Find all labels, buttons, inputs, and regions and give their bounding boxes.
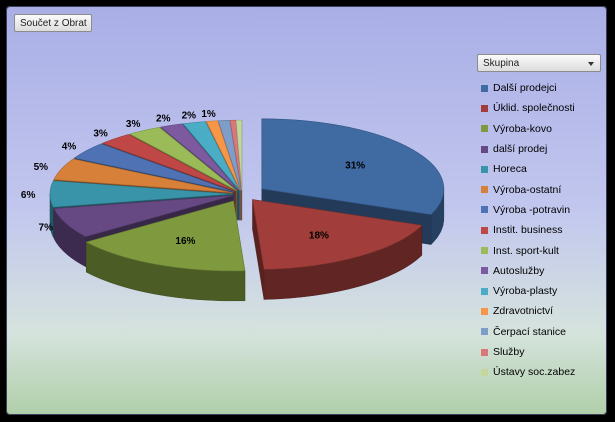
pie-slice bbox=[53, 195, 233, 237]
legend-item: Další prodejci bbox=[477, 78, 601, 98]
legend-item: Výroba -potravin bbox=[477, 200, 601, 220]
legend-swatch bbox=[481, 348, 488, 356]
legend-item: Čerpací stanice bbox=[477, 322, 601, 342]
legend-item: Úklid. společnosti bbox=[477, 98, 601, 118]
legend-item: Služby bbox=[477, 342, 601, 362]
data-label: 18% bbox=[309, 231, 329, 242]
legend-label: Zdravotnictví bbox=[493, 305, 554, 318]
legend-label: Výroba-ostatní bbox=[493, 183, 562, 196]
legend-item: Ústavy soc.zabez bbox=[477, 362, 601, 382]
legend-label: Ústavy soc.zabez bbox=[493, 366, 576, 379]
data-label: 4% bbox=[62, 142, 77, 153]
legend-swatch bbox=[481, 267, 488, 275]
data-label: 3% bbox=[126, 119, 141, 130]
legend-item: Zdravotnictví bbox=[477, 301, 601, 321]
pie-labels: 31% 18% 16% 7% 6% 5% 4% 3% 3% 2% 2% 1% bbox=[21, 109, 365, 247]
legend-label: Výroba-kovo bbox=[493, 122, 552, 135]
pie-slice bbox=[160, 123, 239, 191]
legend-label: Služby bbox=[493, 346, 525, 358]
pie-slice bbox=[261, 118, 445, 215]
legend-item: Autoslužby bbox=[477, 261, 601, 281]
data-label: 1% bbox=[201, 109, 216, 120]
legend-swatch bbox=[481, 206, 488, 214]
data-label: 2% bbox=[156, 114, 171, 125]
legend-item: Instit. business bbox=[477, 220, 601, 240]
legend-swatch bbox=[481, 104, 488, 112]
legend-swatch bbox=[481, 145, 488, 153]
legend-label: Autoslužby bbox=[493, 264, 545, 277]
legend-swatch bbox=[481, 287, 488, 295]
pie-slice bbox=[205, 120, 241, 191]
legend-swatch bbox=[481, 307, 488, 315]
dropdown-arrow-icon[interactable] bbox=[588, 62, 594, 66]
legend-swatch bbox=[481, 84, 488, 92]
pie-slice bbox=[85, 200, 246, 272]
legend-item: další prodej bbox=[477, 139, 601, 159]
data-label: 16% bbox=[175, 236, 195, 247]
data-label: 2% bbox=[182, 110, 197, 121]
pie-chart: 31% 18% 16% 7% 6% 5% 4% 3% 3% 2% 2% 1% bbox=[21, 109, 445, 302]
legend-item: Výroba-plasty bbox=[477, 281, 601, 301]
legend-label: Čerpací stanice bbox=[493, 325, 566, 338]
legend-swatch bbox=[481, 125, 488, 133]
pie-slice bbox=[252, 199, 423, 270]
legend-title: Skupina bbox=[483, 58, 520, 69]
legend-swatch bbox=[481, 226, 488, 234]
pie-slice bbox=[53, 158, 233, 193]
value-field-button[interactable]: Součet z Obrat bbox=[14, 14, 92, 32]
legend-label: Horeca bbox=[493, 163, 527, 176]
legend-label: Další prodejci bbox=[493, 82, 557, 95]
pie-slice bbox=[235, 119, 243, 191]
pie-tops bbox=[49, 118, 445, 272]
pie-slice bbox=[229, 119, 242, 191]
legend-label: Úklid. společnosti bbox=[493, 102, 575, 115]
legend-item: Výroba-kovo bbox=[477, 119, 601, 139]
pie-slice bbox=[73, 143, 235, 193]
legend-swatch bbox=[481, 186, 488, 194]
legend-label: Instit. business bbox=[493, 224, 563, 237]
pie-slice bbox=[129, 127, 238, 191]
legend-label: Inst. sport-kult bbox=[493, 244, 559, 257]
legend-swatch bbox=[481, 328, 488, 336]
legend: Skupina Další prodejci Úklid. společnosti… bbox=[477, 54, 601, 394]
data-label: 6% bbox=[21, 190, 36, 201]
legend-label: Výroba-plasty bbox=[493, 285, 558, 298]
pie-slice bbox=[217, 120, 242, 191]
pie-slice bbox=[49, 180, 233, 208]
legend-swatch bbox=[481, 247, 488, 255]
data-label: 7% bbox=[39, 223, 54, 234]
data-label: 31% bbox=[345, 160, 365, 171]
legend-item: Horeca bbox=[477, 159, 601, 179]
legend-swatch bbox=[481, 368, 488, 376]
legend-label: další prodej bbox=[493, 143, 548, 156]
legend-item: Výroba-ostatní bbox=[477, 179, 601, 199]
legend-list: Další prodejci Úklid. společnosti Výroba-k… bbox=[477, 78, 601, 382]
legend-filter-button[interactable]: Skupina bbox=[477, 54, 601, 72]
chart-area: Součet z Obrat 31% 18% 16% 7% 6% 5% 4% 3% 3% 2% 2%… bbox=[6, 6, 607, 415]
legend-swatch bbox=[481, 165, 488, 173]
pie-slice bbox=[101, 134, 236, 192]
legend-label: Výroba -potravin bbox=[493, 203, 571, 216]
data-label: 3% bbox=[93, 128, 108, 139]
pie-slice bbox=[182, 121, 240, 191]
legend-item: Inst. sport-kult bbox=[477, 240, 601, 260]
data-label: 5% bbox=[34, 162, 49, 173]
